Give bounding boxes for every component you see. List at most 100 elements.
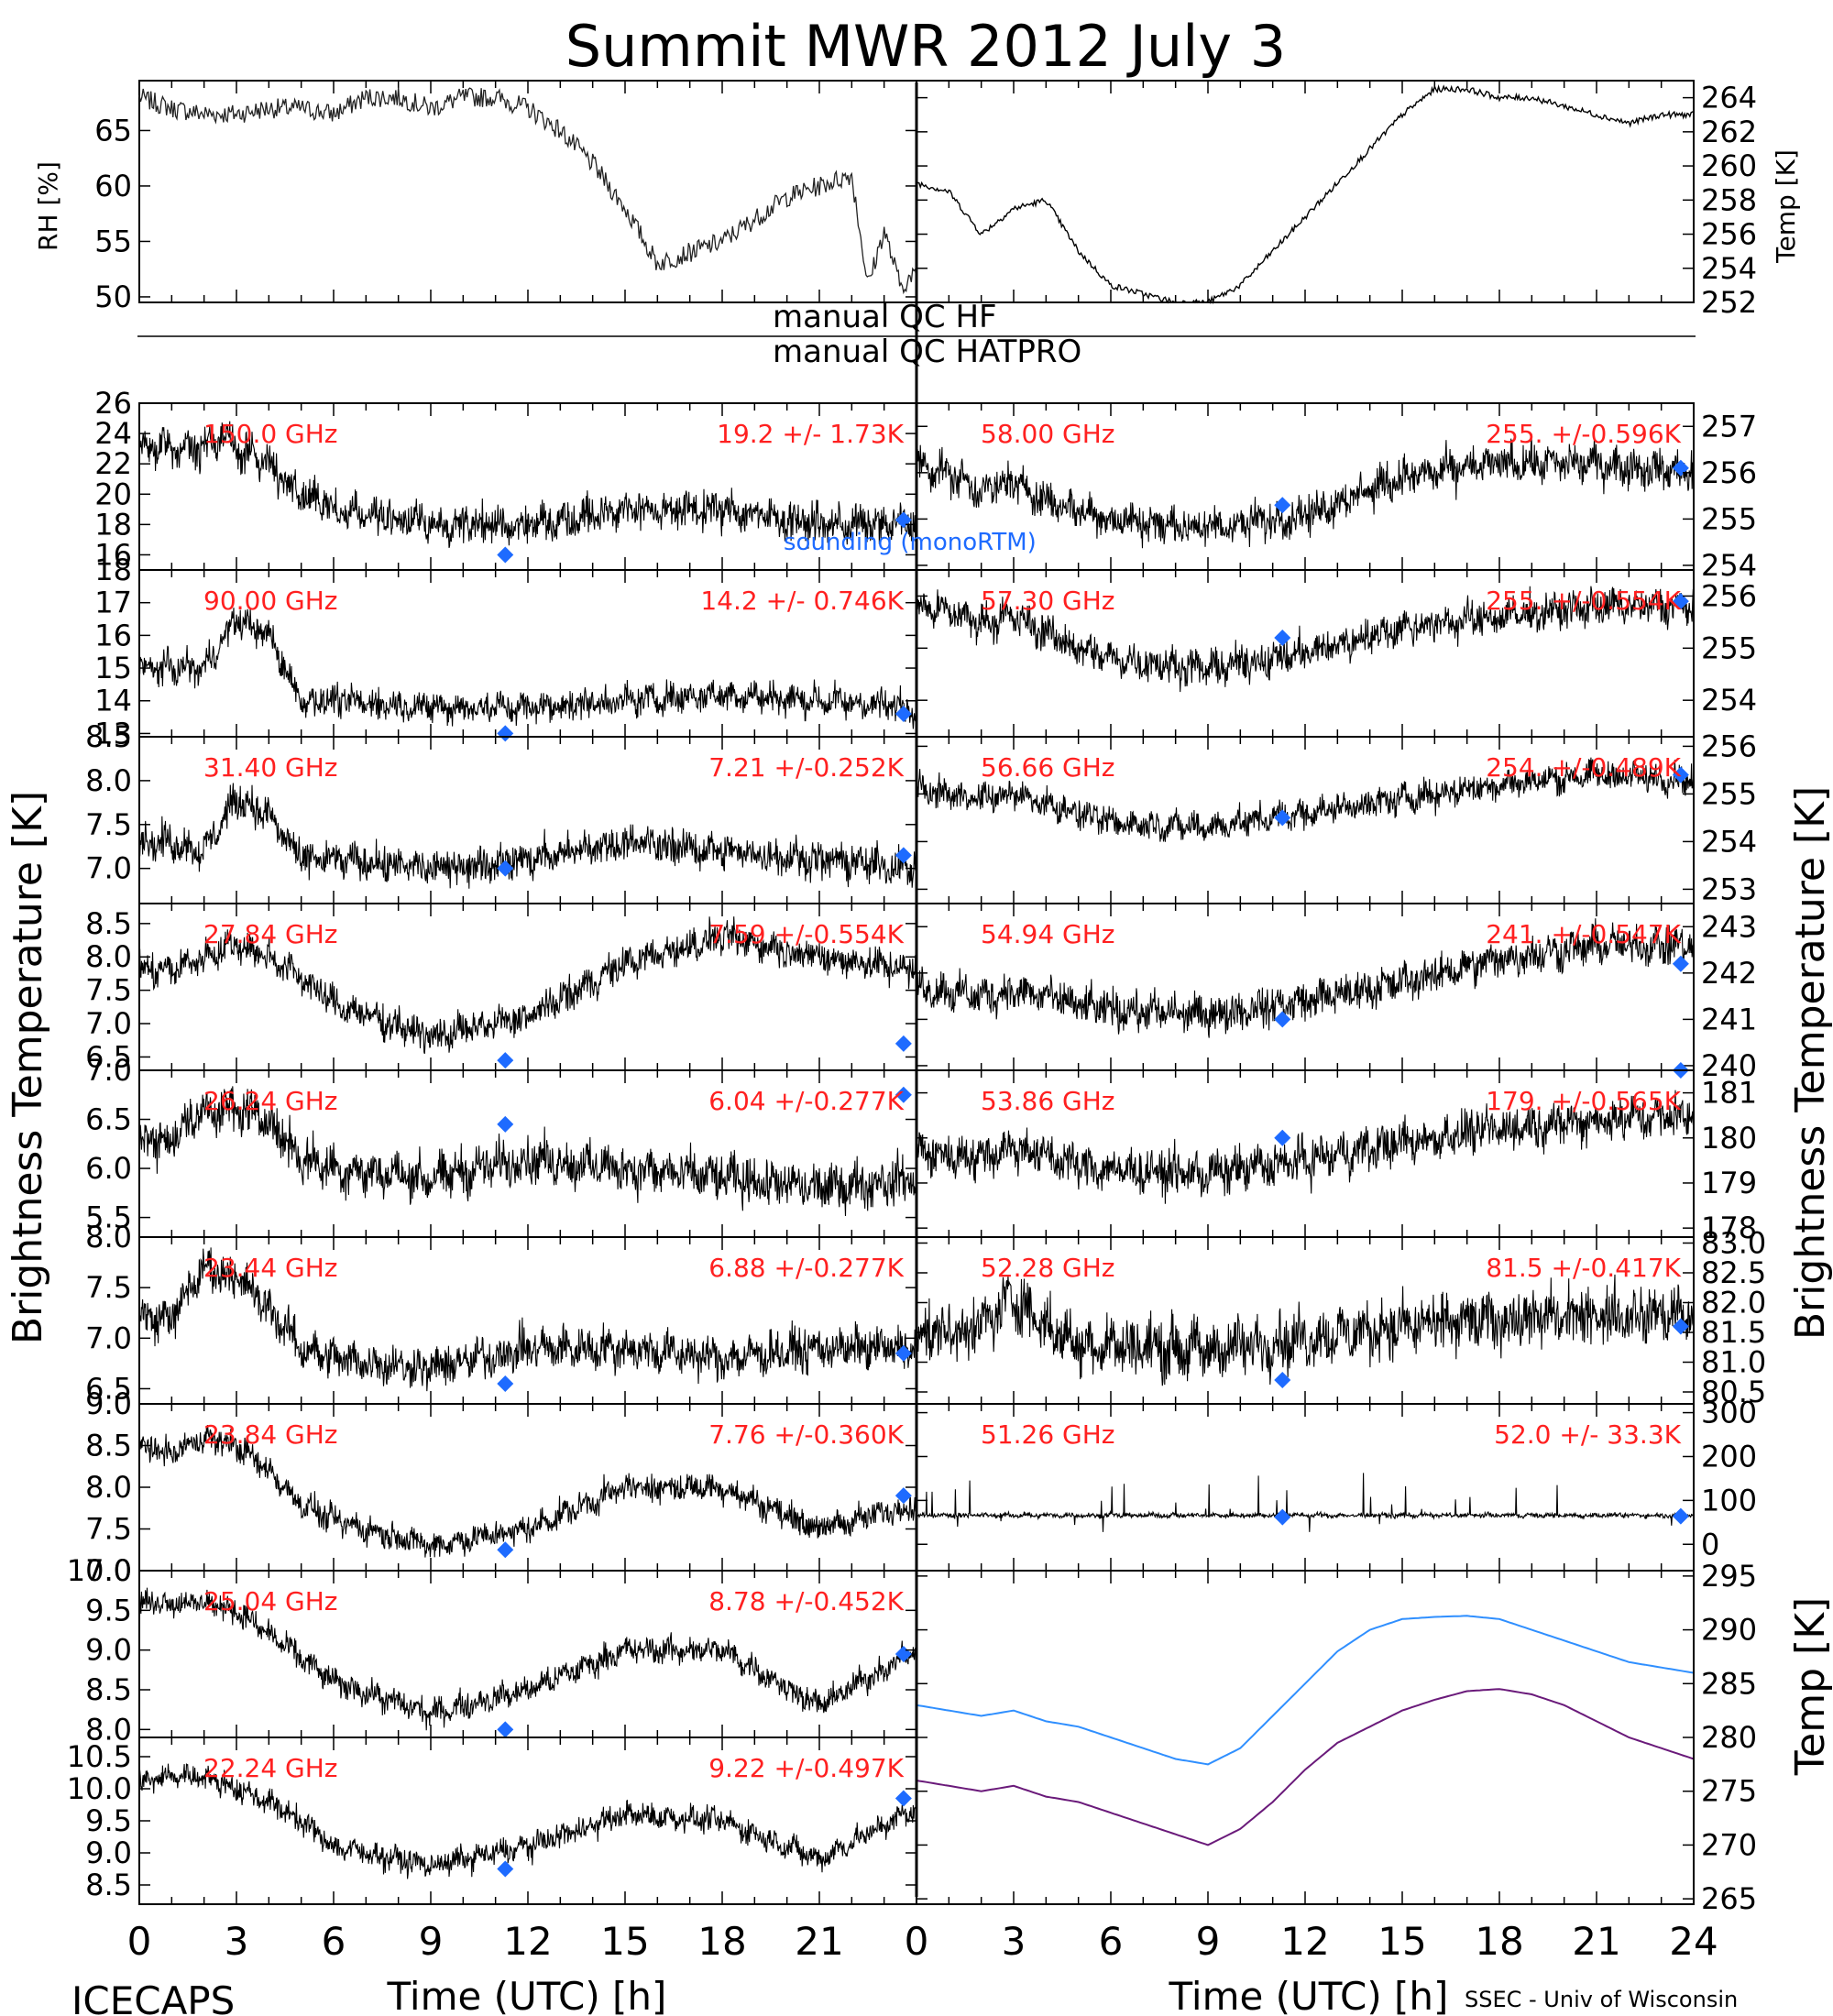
- y-tick-label: 81.5: [1701, 1315, 1766, 1350]
- channel-label: 90.00 GHz: [203, 586, 338, 616]
- y-tick-label: 8.0: [85, 1470, 132, 1505]
- y-tick-label: 50: [94, 279, 132, 314]
- y-tick-label: 9.5: [85, 1803, 132, 1838]
- right-ylabel: Brightness Temperature [K]: [1787, 786, 1833, 1340]
- data-trace: [916, 433, 1694, 549]
- rh-trace: [138, 87, 917, 295]
- panel-56.66: 56.66 GHz 254. +/-0.489K: [916, 752, 1694, 842]
- channel-label: 54.94 GHz: [981, 919, 1115, 949]
- y-tick-label: 300: [1701, 1396, 1757, 1430]
- y-tick-label: 6.5: [85, 1371, 132, 1406]
- temp-trace: [916, 83, 1695, 305]
- y-tick-label: 24: [94, 416, 132, 451]
- y-tick-label: 22: [94, 446, 132, 481]
- data-trace: [138, 421, 916, 549]
- panel-57.30: 57.30 GHz 255. +/-0.554K: [916, 586, 1694, 693]
- temp-ylabel: Temp [K]: [1771, 149, 1801, 264]
- sounding-point: [1274, 1508, 1291, 1526]
- y-tick-label: 100: [1701, 1483, 1757, 1517]
- sounding-point: [1274, 1011, 1291, 1028]
- y-tick-label: 264: [1701, 81, 1757, 115]
- y-tick-label: 55: [94, 224, 132, 258]
- sounding-point: [895, 1344, 912, 1362]
- x-tick-label: 12: [503, 1919, 552, 1964]
- y-tick-label: 258: [1701, 182, 1757, 217]
- y-tick-label: 9.5: [85, 1593, 132, 1627]
- y-tick-label: 7.0: [85, 1320, 132, 1355]
- y-tick-label: 9.0: [85, 1835, 132, 1870]
- x-tick-label: 6: [1099, 1919, 1124, 1964]
- y-tick-label: 18: [94, 507, 132, 542]
- x-tick-label: 15: [1377, 1919, 1426, 1964]
- y-tick-label: 260: [1701, 148, 1757, 183]
- channel-label: 26.24 GHz: [203, 1086, 338, 1116]
- sounding-point: [895, 706, 912, 723]
- channel-stat: 81.5 +/-0.417K: [1486, 1253, 1681, 1283]
- y-tick-label: 178: [1701, 1211, 1757, 1245]
- sounding-point: [895, 1487, 912, 1505]
- y-tick-label: 14: [94, 684, 132, 718]
- channel-stat: 7.21 +/-0.252K: [708, 752, 904, 783]
- sounding-legend: sounding (monoRTM): [784, 529, 1037, 556]
- sounding-point: [895, 1086, 912, 1103]
- channel-label: 27.84 GHz: [203, 919, 338, 949]
- y-tick-label: 254: [1701, 683, 1757, 718]
- data-trace: [916, 586, 1694, 693]
- y-tick-label: 10.0: [67, 1771, 132, 1806]
- data-trace: [916, 1473, 1694, 1532]
- y-tick-label: 9.0: [85, 1633, 132, 1668]
- left-ylabel: Brightness Temperature [K]: [5, 791, 51, 1344]
- y-tick-label: 10.5: [67, 1739, 132, 1774]
- panel-52.28: 52.28 GHz 81.5 +/-0.417K: [916, 1253, 1694, 1388]
- channel-label: 25.04 GHz: [203, 1586, 338, 1616]
- y-tick-label: 255: [1701, 630, 1757, 665]
- y-tick-label: 82.0: [1701, 1286, 1766, 1320]
- y-tick-label: 16: [94, 537, 132, 572]
- channel-label: 57.30 GHz: [981, 586, 1115, 616]
- sounding-point: [497, 1115, 514, 1133]
- y-tick-label: 80.5: [1701, 1375, 1766, 1409]
- channel-stat: 8.78 +/-0.452K: [708, 1586, 904, 1616]
- panel-23.84: 23.84 GHz 7.76 +/-0.360K: [138, 1419, 916, 1559]
- data-trace: [138, 1247, 916, 1392]
- sounding-point: [895, 1035, 912, 1052]
- x-tick-label: 9: [1196, 1919, 1221, 1964]
- chart-title: Summit MWR 2012 July 3: [565, 13, 1286, 80]
- x-tick-label: 18: [697, 1919, 746, 1964]
- y-tick-label: 180: [1701, 1121, 1757, 1156]
- x-tick-label: 3: [1002, 1919, 1026, 1964]
- channel-label: 150.0 GHz: [203, 419, 338, 449]
- sounding-point: [1274, 1129, 1291, 1146]
- sounding-point: [1672, 766, 1689, 783]
- channel-label: 31.40 GHz: [203, 752, 338, 783]
- channel-stat: 6.04 +/-0.277K: [708, 1086, 904, 1116]
- panel-blackbody: [916, 1615, 1695, 1846]
- y-tick-label: 7.5: [85, 1270, 132, 1305]
- series-hatpro: [916, 1615, 1695, 1766]
- channel-stat: 9.22 +/-0.497K: [708, 1753, 904, 1783]
- y-tick-label: 7.5: [85, 807, 132, 842]
- y-tick-label: 60: [94, 169, 132, 203]
- data-trace: [138, 1763, 916, 1879]
- y-tick-label: 200: [1701, 1439, 1757, 1474]
- y-tick-label: 8.5: [85, 1672, 132, 1707]
- y-tick-label: 8.5: [85, 1868, 132, 1902]
- y-tick-label: 83.0: [1701, 1226, 1766, 1261]
- channel-label: 23.44 GHz: [203, 1253, 338, 1283]
- y-tick-label: 7.0: [85, 1053, 132, 1088]
- y-tick-label: 0: [1701, 1527, 1719, 1561]
- y-tick-label: 7.5: [85, 973, 132, 1008]
- sounding-point: [1274, 629, 1291, 646]
- y-tick-label: 7.0: [85, 1553, 132, 1588]
- channel-label: 51.26 GHz: [981, 1419, 1115, 1450]
- sounding-point: [1274, 1372, 1291, 1388]
- series-hf: [916, 1688, 1695, 1846]
- data-trace: [916, 1090, 1694, 1204]
- y-tick-label: 256: [1701, 455, 1757, 490]
- y-tick-label: 82.5: [1701, 1255, 1766, 1290]
- y-tick-label: 240: [1701, 1048, 1757, 1083]
- panel-54.94: 54.94 GHz 241. +/-0.547K: [916, 918, 1694, 1038]
- y-tick-label: 7.0: [85, 1006, 132, 1041]
- y-tick-label: 241: [1701, 1002, 1757, 1036]
- data-trace: [138, 1587, 916, 1731]
